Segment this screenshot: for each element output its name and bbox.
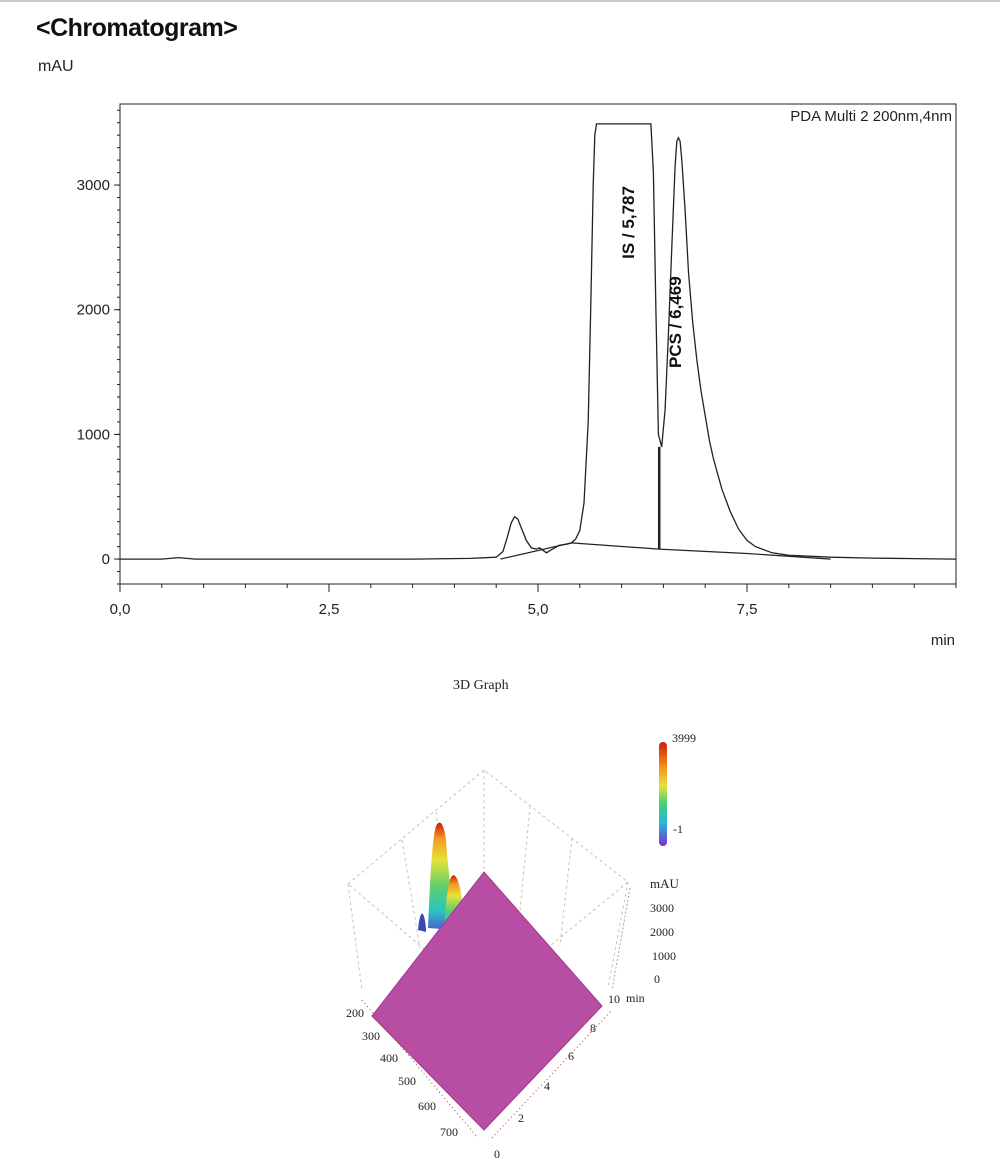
surface-plane	[371, 871, 603, 1131]
x-ticks: 0,0 2,5 5,0 7,5	[110, 584, 957, 618]
peak-label-pcs: PCS / 6,469	[666, 276, 685, 368]
colorbar	[659, 742, 667, 846]
chromatogram-title: <Chromatogram>	[36, 14, 238, 42]
peak-labels: IS / 5,787 PCS / 6,469	[619, 186, 685, 368]
z-axis-line	[611, 887, 631, 991]
x-tick-label: 7,5	[737, 601, 758, 618]
time-axis-ticks: 0 2 4 6 8 10	[494, 992, 620, 1161]
wavelength-tick-label: 700	[440, 1125, 458, 1139]
z-axis-ticks: 3000 2000 1000 0	[650, 901, 676, 986]
peak-small	[418, 913, 426, 932]
time-axis-unit: min	[626, 991, 645, 1005]
x-tick-label: 5,0	[528, 601, 549, 618]
detector-label: PDA Multi 2 200nm,4nm	[790, 108, 952, 125]
y-tick-label: 3000	[77, 177, 110, 194]
z-tick-label: 1000	[652, 949, 676, 963]
peak-label-is: IS / 5,787	[619, 186, 638, 259]
x-tick-label: 0,0	[110, 601, 131, 618]
z-axis-label: mAU	[650, 876, 680, 891]
integration-baseline	[500, 542, 660, 560]
x-tick-label: 2,5	[319, 601, 340, 618]
time-tick-label: 6	[568, 1049, 574, 1063]
y-tick-label: 2000	[77, 302, 110, 319]
chromatogram-traces	[120, 123, 957, 560]
wavelength-tick-label: 200	[346, 1006, 364, 1020]
y-tick-label: 1000	[77, 426, 110, 443]
y-tick-label: 0	[102, 551, 110, 568]
wavelength-tick-label: 600	[418, 1099, 436, 1113]
colorbar-min-label: -1	[673, 822, 683, 836]
time-tick-label: 4	[544, 1079, 550, 1093]
z-tick-label: 3000	[650, 901, 674, 915]
wavelength-tick-label: 400	[380, 1051, 398, 1065]
integration-baseline	[659, 548, 831, 560]
chromatogram-line	[120, 123, 957, 560]
time-tick-label: 0	[494, 1147, 500, 1161]
wavelength-tick-label: 500	[398, 1074, 416, 1088]
time-tick-label: 8	[590, 1021, 596, 1035]
colorbar-max-label: 3999	[672, 731, 696, 745]
y-axis-label: mAU	[38, 58, 74, 75]
graph3d-title: 3D Graph	[453, 678, 509, 693]
wavelength-tick-label: 300	[362, 1029, 380, 1043]
time-tick-label: 2	[518, 1111, 524, 1125]
x-axis-label: min	[931, 632, 955, 649]
z-tick-label: 0	[654, 972, 660, 986]
top-border	[0, 0, 1000, 2]
y-ticks: 0 1000 2000 3000	[77, 109, 120, 585]
chromatogram-chart: 0 1000 2000 3000 0,0 2,5 5,0 7,5 PDA Multi 2 2…	[77, 103, 957, 649]
time-tick-label: 10	[608, 992, 620, 1006]
z-tick-label: 2000	[650, 925, 674, 939]
